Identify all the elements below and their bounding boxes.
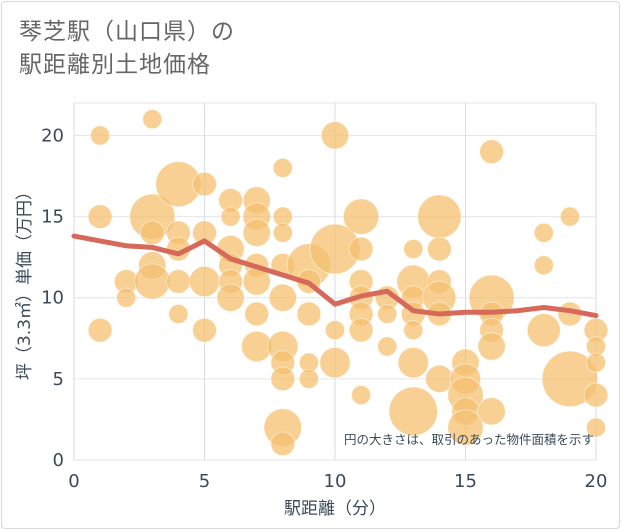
data-bubble	[388, 386, 438, 436]
data-bubble	[134, 263, 171, 300]
data-bubble	[403, 320, 424, 341]
chart-title: 琴芝駅（山口県）の 駅距離別土地価格	[19, 16, 235, 82]
x-tick-label: 0	[68, 471, 79, 492]
data-bubble	[397, 347, 429, 379]
bubble-size-note: 円の大きさは、取引のあった物件面積を示す	[344, 432, 594, 447]
data-bubble	[427, 236, 452, 262]
data-bubble	[90, 125, 111, 146]
data-bubble	[417, 194, 462, 239]
data-bubble	[272, 222, 293, 243]
y-tick-label: 5	[53, 369, 64, 390]
title-line-1: 琴芝駅（山口県）の	[19, 19, 235, 45]
data-bubble	[348, 236, 374, 262]
data-bubble	[192, 171, 217, 197]
data-bubble	[348, 317, 374, 343]
data-bubble	[319, 347, 351, 379]
x-axis-label: 駅距離（分）	[284, 499, 386, 519]
data-bubble	[477, 397, 506, 426]
data-bubble	[320, 121, 350, 150]
bubble-layer	[87, 109, 609, 457]
data-bubble	[533, 255, 554, 276]
data-bubble	[142, 109, 163, 130]
title-line-2: 駅距離別土地価格	[19, 52, 211, 78]
data-bubble	[586, 352, 607, 373]
data-bubble	[403, 239, 424, 260]
data-bubble	[296, 301, 322, 327]
data-bubble	[559, 206, 580, 227]
line-layer	[71, 233, 599, 319]
data-bubble	[244, 301, 270, 327]
average-price-line	[71, 233, 599, 319]
data-bubble	[298, 368, 319, 389]
data-bubble	[270, 431, 296, 457]
data-bubble	[526, 313, 561, 348]
data-bubble	[242, 218, 271, 247]
y-tick-label: 10	[41, 288, 64, 309]
data-bubble	[192, 220, 217, 246]
data-bubble	[586, 417, 607, 438]
tick-labels: 0 5 10 15 20 0 5 10 15 20	[41, 125, 607, 492]
y-tick-label: 15	[41, 207, 64, 228]
data-bubble	[479, 139, 504, 165]
data-bubble	[377, 303, 398, 324]
data-bubble	[168, 303, 189, 324]
data-bubble	[268, 283, 297, 312]
data-bubble	[377, 336, 398, 357]
data-bubble	[192, 317, 217, 343]
data-bubble	[533, 222, 554, 243]
data-bubble	[87, 317, 113, 343]
x-tick-label: 15	[454, 471, 477, 492]
data-bubble	[447, 409, 484, 446]
y-axis-label: 坪（3.3㎡）単価（万円）	[15, 183, 35, 380]
data-bubble	[583, 382, 609, 408]
data-bubble	[270, 366, 296, 392]
data-bubble	[541, 350, 599, 408]
y-tick-label: 20	[41, 125, 64, 146]
data-bubble	[166, 269, 191, 294]
x-tick-label: 5	[199, 471, 210, 492]
data-bubble	[216, 283, 245, 312]
data-bubble	[116, 287, 137, 308]
data-bubble	[324, 320, 345, 341]
data-bubble	[188, 265, 221, 298]
data-bubble	[477, 332, 506, 361]
data-bubble	[139, 220, 165, 246]
x-tick-label: 10	[324, 471, 347, 492]
data-bubble	[87, 204, 113, 229]
data-bubble	[342, 198, 380, 235]
data-bubble	[272, 157, 293, 178]
x-tick-label: 20	[585, 471, 608, 492]
data-bubble	[220, 206, 241, 227]
y-tick-label: 0	[53, 450, 64, 471]
data-bubble	[351, 385, 372, 406]
